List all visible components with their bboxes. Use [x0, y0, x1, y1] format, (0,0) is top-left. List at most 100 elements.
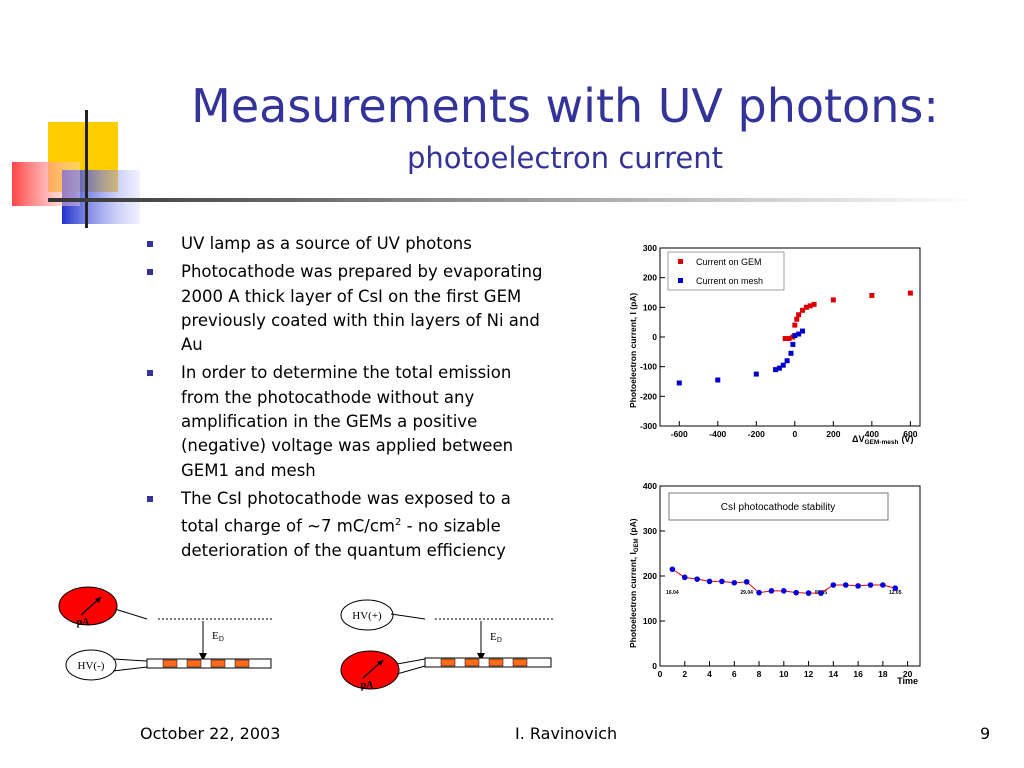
gem-current-point	[782, 335, 788, 341]
stability-point	[867, 582, 874, 588]
iv-chart-ytick-label: 200	[643, 273, 657, 283]
gem-current-point	[792, 322, 798, 328]
stability-point	[681, 574, 688, 581]
mesh-current-point	[676, 380, 682, 386]
mesh-current-point	[784, 358, 790, 364]
mesh-current-point	[792, 333, 798, 339]
iv-chart-legend	[667, 251, 785, 291]
bullet-list: UV lamp as a source of UV photons Photoc…	[145, 232, 550, 567]
picoammeter-icon	[58, 586, 118, 626]
gem-foil	[146, 658, 272, 669]
iv-chart-ytick-label: -100	[640, 362, 657, 372]
stability-chart-xtick-label: 14	[829, 669, 839, 679]
iv-chart: Photoelectron current, I (pA) -300 -200 -1…	[628, 243, 921, 446]
meter-lead	[114, 608, 148, 620]
meter-arrowhead-icon	[377, 660, 383, 666]
stability-point	[781, 588, 787, 594]
date-annotation: 16.04	[666, 590, 679, 596]
stability-point	[793, 589, 799, 596]
stability-point	[706, 578, 713, 585]
iv-chart-ytick-label: 0	[652, 332, 657, 342]
stability-chart-ytick-label: 300	[643, 526, 657, 536]
stability-point	[818, 590, 824, 596]
legend-gem-marker-icon	[678, 259, 683, 264]
stability-chart-ytick-label: 100	[643, 616, 657, 626]
hv-lead	[390, 613, 426, 620]
slide-subtitle: photoelectron current	[407, 141, 723, 175]
meter-label: pA	[77, 617, 91, 628]
iv-chart-xtick-label: 200	[826, 429, 840, 439]
stability-chart-xtick-label: 10	[779, 669, 789, 679]
iv-chart-xlabel: ΔVGEM-mesh (V)	[852, 434, 913, 446]
stability-point	[855, 583, 861, 589]
stability-point	[756, 589, 762, 596]
bullet-superscript: 2	[395, 517, 402, 529]
hv-lead	[112, 658, 148, 662]
stability-point	[669, 566, 676, 573]
stability-chart-xlabel: Time	[897, 676, 918, 686]
gem-foil	[424, 657, 552, 668]
mesh-current-point	[800, 328, 806, 334]
hv-label: HV(+)	[352, 610, 382, 622]
gem-current-point	[800, 307, 806, 313]
meter-lead	[396, 665, 426, 675]
legend-mesh-label: Current on mesh	[696, 276, 763, 286]
mesh-current-point	[773, 367, 779, 373]
meter-label: pA	[361, 680, 375, 691]
stability-chart-ytick-label: 200	[643, 571, 657, 581]
mesh-current-point	[753, 371, 759, 377]
bullet-item: UV lamp as a source of UV photons	[145, 232, 550, 256]
circuit-diagram-negative: pA ED HV(-)	[58, 586, 272, 681]
mesh-current-point	[776, 365, 782, 371]
stability-chart-title: CsI photocathode stability	[721, 502, 836, 513]
iv-chart-xtick-label: -400	[709, 429, 726, 439]
stability-point	[731, 579, 738, 586]
mesh-current-point	[796, 331, 802, 337]
gem-current-point	[807, 303, 813, 309]
stability-point	[892, 585, 899, 591]
slide-logo	[12, 110, 978, 228]
stability-chart-xtick-label: 4	[707, 669, 712, 679]
gem-current-point	[803, 304, 809, 310]
footer-date: October 22, 2003	[140, 724, 281, 743]
stability-chart-xtick-label: 6	[732, 669, 737, 679]
field-label: ED	[212, 630, 224, 643]
mesh-current-point	[788, 350, 794, 356]
logo-vertical-line	[85, 110, 88, 228]
gem-current-point	[907, 290, 913, 296]
stability-chart-xtick-label: 20	[903, 669, 913, 679]
gem-current-point	[869, 292, 875, 298]
iv-chart-ytick-label: 300	[643, 243, 657, 253]
stability-chart-xtick-label: 0	[658, 669, 663, 679]
date-annotation: 29.04	[740, 590, 753, 596]
stability-chart: CsI photocathode stability Photoelectron…	[628, 481, 921, 686]
meter-arrowhead-icon	[95, 597, 101, 603]
hv-supply-negative	[65, 649, 117, 681]
stability-chart-xtick-label: 12	[804, 669, 814, 679]
hv-label: HV(-)	[78, 660, 105, 672]
bullet-text: UV lamp as a source of UV photons	[181, 234, 472, 253]
field-arrowhead-icon	[477, 653, 485, 661]
date-annotation: 12.05	[889, 590, 902, 596]
bullet-marker-icon	[147, 495, 153, 502]
legend-gem-label: Current on GEM	[696, 257, 762, 267]
bullet-text-tail: - no sizable deterioration of the quantu…	[181, 516, 506, 561]
stability-point	[805, 590, 812, 596]
iv-chart-ytick-label: 100	[643, 302, 657, 312]
mesh-current-point	[715, 377, 721, 383]
bullet-marker-icon	[147, 241, 153, 247]
hv-supply-positive	[340, 599, 394, 631]
stability-chart-xtick-label: 2	[682, 669, 687, 679]
gem-current-point	[811, 301, 817, 307]
field-label: ED	[490, 631, 502, 644]
meter-lead	[396, 658, 426, 665]
legend-mesh-marker-icon	[678, 278, 683, 283]
stability-point	[694, 576, 700, 582]
hv-lead	[112, 666, 148, 672]
bullet-item: Photocathode was prepared by evaporating…	[145, 260, 550, 357]
stability-chart-title-box	[668, 492, 889, 521]
title-underline	[48, 198, 978, 202]
footer-page-number: 9	[980, 724, 991, 743]
bullet-text: The CsI photocathode was exposed to a to…	[181, 488, 511, 536]
gem-current-point	[794, 316, 800, 322]
